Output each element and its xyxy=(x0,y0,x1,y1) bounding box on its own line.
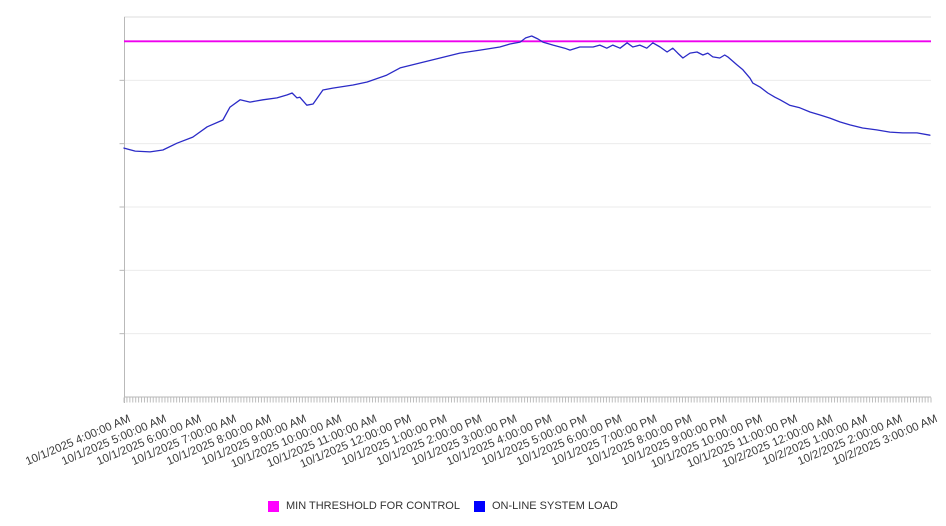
x-axis-minor-ticks xyxy=(123,397,932,403)
legend-label: MIN THRESHOLD FOR CONTROL xyxy=(286,500,460,512)
online-system-load-line xyxy=(123,35,931,153)
chart-legend: MIN THRESHOLD FOR CONTROL ON-LINE SYSTEM … xyxy=(268,500,618,512)
legend-swatch-icon xyxy=(473,500,485,512)
legend-item: MIN THRESHOLD FOR CONTROL xyxy=(268,500,460,512)
legend-item: ON-LINE SYSTEM LOAD xyxy=(473,500,618,512)
legend-label: ON-LINE SYSTEM LOAD xyxy=(491,500,618,512)
legend-swatch-icon xyxy=(268,500,279,512)
